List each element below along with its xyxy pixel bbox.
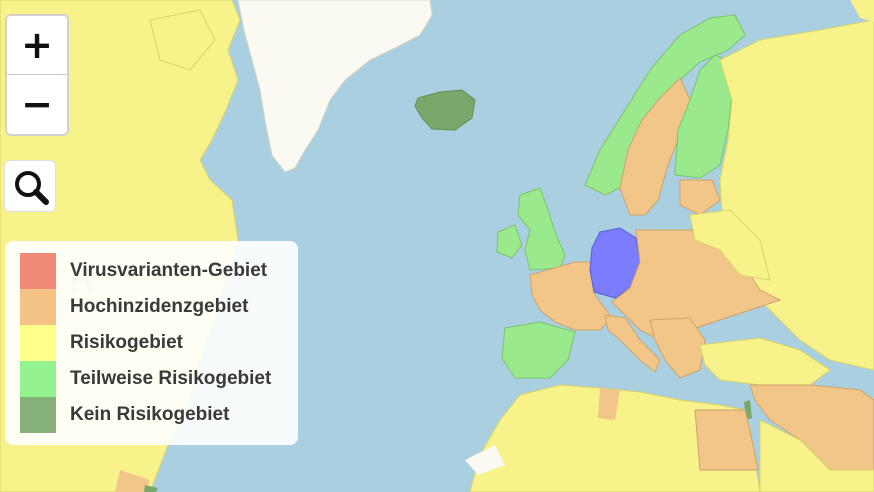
legend-swatch — [20, 253, 56, 289]
greenland — [237, 0, 433, 173]
arabian-region — [759, 419, 874, 492]
legend-swatch — [20, 325, 56, 361]
legend-label: Virusvarianten-Gebiet — [70, 260, 268, 281]
iceland — [414, 89, 476, 131]
legend-label: Risikogebiet — [70, 332, 183, 353]
ireland — [496, 224, 523, 259]
legend-label: Kein Risikogebiet — [70, 404, 230, 425]
italy — [604, 314, 661, 373]
western-sahara — [465, 445, 505, 475]
legend-item-hochinzidenz: Hochinzidenzgebiet — [20, 289, 295, 325]
balkans — [649, 317, 706, 379]
legend-label: Hochinzidenzgebiet — [70, 296, 249, 317]
russia — [719, 19, 874, 371]
germany — [589, 227, 641, 299]
legend-item-virusvarianten: Virusvarianten-Gebiet — [20, 253, 295, 289]
canadian-islands — [149, 9, 216, 71]
spain-portugal — [501, 321, 576, 379]
zoom-control: + − — [5, 14, 69, 136]
caribbean-islands-green — [144, 485, 158, 492]
caribbean-islands — [115, 470, 150, 492]
magnifier-icon — [15, 171, 49, 205]
legend-swatch — [20, 397, 56, 433]
baltic-states — [679, 179, 721, 216]
legend-item-risikogebiet: Risikogebiet — [20, 325, 295, 361]
legend: Virusvarianten-Gebiet Hochinzidenzgebiet… — [5, 241, 298, 445]
legend-item-kein-risikogebiet: Kein Risikogebiet — [20, 397, 295, 433]
search-button[interactable] — [4, 160, 56, 212]
zoom-in-button[interactable]: + — [7, 16, 67, 75]
zoom-out-button[interactable]: − — [7, 75, 67, 134]
legend-label: Teilweise Risikogebiet — [70, 368, 272, 389]
northern-russia-coast — [850, 0, 874, 22]
egypt — [694, 409, 759, 471]
belarus-ukraine — [689, 209, 771, 281]
legend-item-teilweise-risikogebiet: Teilweise Risikogebiet — [20, 361, 295, 397]
libya-region — [598, 388, 620, 420]
legend-swatch — [20, 289, 56, 325]
legend-swatch — [20, 361, 56, 397]
